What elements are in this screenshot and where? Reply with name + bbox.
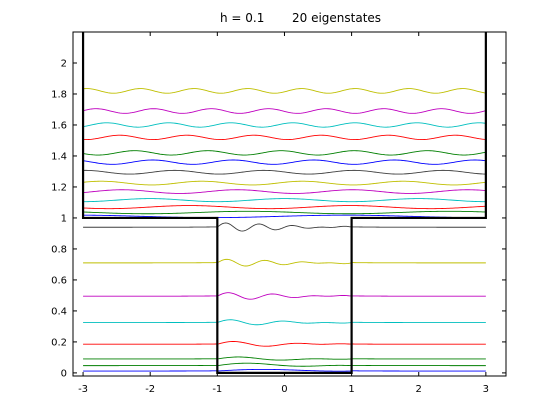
y-tick-label-0.2: 0.2 [51,337,67,348]
eigenstate-line-9 [83,214,486,219]
eigenstate-line-15 [83,169,486,175]
eigenstate-line-4 [83,341,486,347]
y-tick-label-0.8: 0.8 [51,244,67,255]
y-tick-label-1.4: 1.4 [51,151,67,162]
y-tick-label-1.6: 1.6 [51,120,67,131]
eigenstate-line-11 [83,205,486,210]
x-tick-label-3: 3 [483,384,489,395]
eigenstate-line-2 [83,362,486,367]
chart-title-states: 20 eigenstates [292,11,381,25]
y-tick-label-2: 2 [61,58,67,69]
y-tick-label-0: 0 [61,368,67,379]
axes: -3 -2 -1 0 1 2 3 0 0.2 0.4 0.6 0.8 1 1.2 1.4 1.6 1.8 2 [51,31,507,395]
x-tick-label-1: 1 [348,384,354,395]
eigenstate-line-13 [83,189,486,194]
y-tick-label-0.6: 0.6 [51,275,67,286]
y-tick-label-1.8: 1.8 [51,89,67,100]
eigenstate-line-17 [82,150,486,156]
eigenstate-line-12 [83,198,486,203]
eigenstate-line-6 [83,292,486,300]
eigenstate-series [82,88,486,372]
chart-title-h: h = 0.1 [220,11,264,25]
eigenstate-line-1 [83,368,486,372]
eigenstate-line-20 [82,108,486,114]
eigenstate-line-16 [83,159,486,165]
eigenstate-line-8 [83,222,486,232]
eigenstate-line-21 [83,88,486,94]
x-tick-label-0: 0 [281,384,287,395]
x-tick-label--3: -3 [78,384,88,395]
y-tick-label-1.2: 1.2 [51,182,67,193]
eigenstate-line-19 [83,122,486,128]
eigenstate-line-10 [83,210,486,215]
eigenstate-line-14 [83,180,486,186]
x-tick-label-2: 2 [416,384,422,395]
x-tick-label--2: -2 [145,384,155,395]
eigenstate-line-18 [83,134,486,140]
eigenstate-line-5 [83,319,486,326]
axes-frame [72,31,507,377]
x-tick-label--1: -1 [212,384,222,395]
eigenstate-line-7 [83,258,486,267]
eigenstate-line-3 [83,356,486,361]
y-tick-label-0.4: 0.4 [51,306,67,317]
y-tick-label-1: 1 [61,213,67,224]
